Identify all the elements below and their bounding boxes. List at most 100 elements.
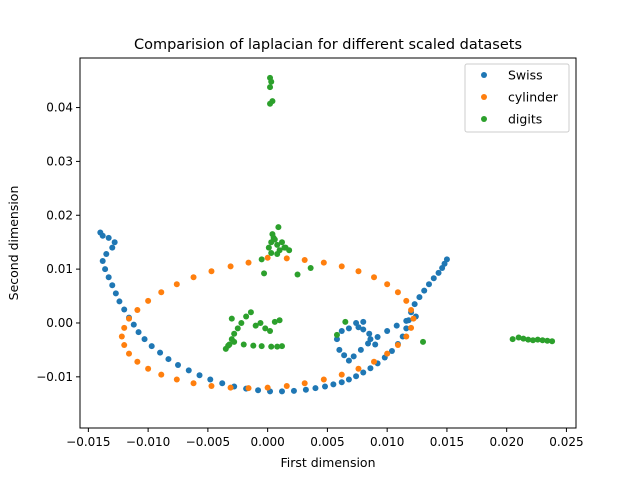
point-cylinder (126, 350, 133, 357)
point-swiss (322, 383, 329, 390)
point-swiss (135, 329, 142, 336)
point-digits (274, 343, 281, 350)
point-swiss (336, 346, 343, 353)
point-digits (243, 313, 250, 320)
point-swiss (99, 232, 106, 239)
legend-marker-swiss (481, 72, 487, 78)
point-cylinder (245, 259, 252, 266)
point-cylinder (227, 384, 234, 391)
x-tick-label: 0.000 (250, 435, 284, 449)
point-cylinder (338, 371, 345, 378)
x-tick-label: −0.005 (186, 435, 230, 449)
point-digits (267, 328, 274, 335)
point-cylinder (145, 297, 152, 304)
point-swiss (350, 353, 357, 360)
point-cylinder (355, 365, 362, 372)
point-swiss (374, 333, 381, 340)
point-digits (525, 336, 532, 343)
point-digits (544, 337, 551, 344)
point-digits (228, 315, 235, 322)
point-cylinder (371, 274, 378, 281)
point-digits (265, 244, 272, 251)
point-digits (515, 334, 522, 341)
point-cylinder (355, 268, 362, 275)
x-tick-label: 0.020 (489, 435, 523, 449)
point-digits (261, 270, 268, 277)
point-digits (276, 317, 283, 324)
point-swiss (116, 298, 123, 305)
legend-box (464, 63, 570, 133)
legend-label-swiss: Swiss (508, 68, 543, 83)
point-swiss (109, 244, 116, 251)
point-cylinder (121, 342, 128, 349)
point-swiss (430, 275, 437, 282)
x-tick-label: 0.010 (370, 435, 404, 449)
x-axis: −0.015 −0.010 −0.005 0.000 0.005 0.010 0.015 0.… (66, 428, 584, 449)
point-cylinder (408, 324, 415, 331)
point-swiss (366, 330, 373, 337)
point-digits (231, 338, 238, 345)
point-digits (258, 343, 265, 350)
point-swiss (103, 251, 110, 258)
point-cylinder (264, 384, 271, 391)
point-swiss (148, 343, 155, 350)
point-swiss (416, 294, 423, 301)
point-cylinder (227, 263, 234, 270)
point-swiss (333, 336, 340, 343)
point-swiss (141, 336, 148, 343)
point-cylinder (208, 268, 215, 275)
point-swiss (338, 328, 345, 335)
point-digits (269, 231, 276, 238)
point-swiss (111, 239, 118, 246)
point-cylinder (173, 376, 180, 383)
point-cylinder (371, 358, 378, 365)
point-swiss (425, 281, 432, 288)
point-cylinder (145, 365, 152, 372)
point-swiss (109, 282, 116, 289)
point-cylinder (320, 259, 327, 266)
point-cylinder (134, 358, 141, 365)
chart-title: Comparision of laplacian for different s… (134, 37, 522, 53)
point-digits (539, 337, 546, 344)
point-cylinder (245, 385, 252, 392)
point-cylinder (121, 324, 128, 331)
point-swiss (393, 322, 400, 329)
point-digits (286, 247, 293, 254)
point-cylinder (403, 333, 410, 340)
point-digits (274, 241, 281, 248)
point-swiss (357, 346, 364, 353)
point-swiss (157, 349, 164, 356)
legend-label-cylinder: cylinder (508, 90, 559, 105)
point-cylinder (338, 263, 345, 270)
x-tick-label: −0.010 (126, 435, 170, 449)
y-tick-label: 0.03 (46, 154, 73, 168)
point-swiss (338, 379, 345, 386)
point-swiss (312, 385, 319, 392)
point-digits (225, 342, 232, 349)
point-digits (342, 318, 349, 325)
x-tick-label: −0.015 (66, 435, 110, 449)
point-swiss (403, 317, 410, 324)
point-swiss (112, 290, 119, 297)
point-digits (268, 249, 275, 256)
y-tick-label: 0.00 (46, 316, 73, 330)
point-digits (252, 322, 259, 329)
y-axis-label: Second dimension (6, 186, 21, 301)
x-tick-label: 0.005 (310, 435, 344, 449)
point-swiss (345, 325, 352, 332)
point-digits (267, 84, 274, 91)
point-digits (294, 271, 301, 278)
legend-marker-digits (481, 116, 487, 122)
point-digits (268, 78, 275, 85)
point-cylinder (283, 382, 290, 389)
point-digits (262, 325, 269, 332)
point-swiss (207, 376, 214, 383)
point-cylinder (158, 289, 165, 296)
point-swiss (105, 234, 112, 241)
point-cylinder (301, 380, 308, 387)
point-cylinder (158, 371, 165, 378)
point-swiss (345, 376, 352, 383)
point-digits (278, 239, 285, 246)
point-swiss (341, 352, 348, 359)
